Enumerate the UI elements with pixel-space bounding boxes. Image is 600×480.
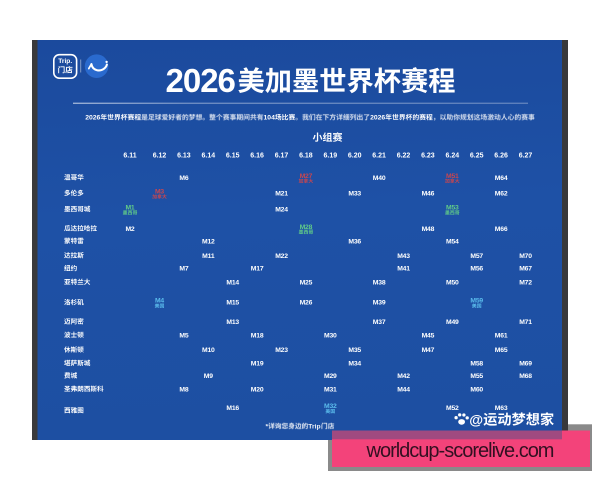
svg-text:M14: M14 — [226, 279, 239, 286]
svg-text:M31: M31 — [324, 386, 337, 393]
svg-text:worldcup-scorelive.com: worldcup-scorelive.com — [366, 440, 554, 462]
svg-text:M71: M71 — [519, 319, 532, 326]
svg-text:M2: M2 — [125, 226, 134, 233]
svg-text:M70: M70 — [519, 253, 532, 260]
svg-text:M17: M17 — [251, 266, 264, 273]
svg-text:M65: M65 — [495, 347, 508, 354]
svg-text:2026: 2026 — [166, 62, 236, 99]
svg-text:6.13: 6.13 — [177, 153, 191, 160]
svg-text:6.18: 6.18 — [299, 153, 313, 160]
svg-text:M12: M12 — [202, 238, 215, 245]
svg-text:M62: M62 — [495, 190, 508, 197]
svg-text:M64: M64 — [495, 175, 508, 182]
svg-text:M20: M20 — [251, 386, 264, 393]
svg-text:M50: M50 — [446, 279, 459, 286]
svg-text:M5: M5 — [179, 332, 188, 339]
svg-text:M29: M29 — [324, 373, 337, 380]
svg-text:6.12: 6.12 — [153, 153, 167, 160]
svg-text:M19: M19 — [251, 360, 264, 367]
svg-text:6.22: 6.22 — [397, 153, 411, 160]
svg-text:M9: M9 — [204, 373, 213, 380]
svg-text:M15: M15 — [226, 300, 239, 307]
svg-text:M51: M51 — [446, 173, 459, 180]
svg-text:6.19: 6.19 — [323, 153, 337, 160]
svg-text:M54: M54 — [446, 238, 459, 245]
svg-text:M27: M27 — [300, 173, 313, 180]
svg-text:M4: M4 — [155, 298, 164, 305]
svg-text:6.15: 6.15 — [226, 153, 240, 160]
svg-text:6.24: 6.24 — [445, 153, 459, 160]
svg-text:*: * — [266, 423, 269, 430]
svg-text:M37: M37 — [373, 319, 386, 326]
svg-text:M58: M58 — [470, 360, 483, 367]
svg-text:M55: M55 — [470, 373, 483, 380]
svg-text:M53: M53 — [446, 204, 459, 211]
svg-text:M57: M57 — [470, 253, 483, 260]
svg-text:M18: M18 — [251, 332, 264, 339]
svg-text:M32: M32 — [324, 403, 337, 410]
svg-text:M44: M44 — [397, 386, 410, 393]
svg-text:M60: M60 — [470, 386, 483, 393]
svg-text:M67: M67 — [519, 266, 532, 273]
svg-text:M49: M49 — [446, 319, 459, 326]
svg-text:6.21: 6.21 — [372, 153, 386, 160]
svg-text:6.25: 6.25 — [470, 153, 484, 160]
svg-text:M45: M45 — [422, 332, 435, 339]
svg-text:M48: M48 — [422, 226, 435, 233]
svg-text:M43: M43 — [397, 253, 410, 260]
svg-text:Trip.: Trip. — [58, 58, 72, 65]
svg-text:M6: M6 — [179, 175, 188, 182]
svg-text:104: 104 — [264, 115, 276, 122]
svg-text:M30: M30 — [324, 332, 337, 339]
svg-text:6.14: 6.14 — [201, 153, 215, 160]
svg-text:2026: 2026 — [85, 115, 100, 122]
svg-text:M35: M35 — [348, 347, 361, 354]
svg-text:6.20: 6.20 — [348, 153, 362, 160]
svg-text:M47: M47 — [422, 347, 435, 354]
svg-text:M41: M41 — [397, 266, 410, 273]
svg-text:M38: M38 — [373, 279, 386, 286]
svg-text:M39: M39 — [373, 300, 386, 307]
svg-text:6.23: 6.23 — [421, 153, 435, 160]
svg-text:M52: M52 — [446, 405, 459, 412]
svg-text:M24: M24 — [275, 206, 288, 213]
svg-text:M42: M42 — [397, 373, 410, 380]
svg-text:2026: 2026 — [370, 115, 385, 122]
svg-text:M28: M28 — [300, 224, 313, 231]
svg-text:M7: M7 — [179, 266, 188, 273]
svg-text:6.17: 6.17 — [275, 153, 289, 160]
svg-text:M68: M68 — [519, 373, 532, 380]
svg-text:@: @ — [469, 412, 483, 428]
svg-text:M61: M61 — [495, 332, 508, 339]
svg-text:M69: M69 — [519, 360, 532, 367]
svg-text:M1: M1 — [125, 204, 134, 211]
svg-text:M46: M46 — [422, 190, 435, 197]
svg-text:6.26: 6.26 — [494, 153, 508, 160]
svg-text:M22: M22 — [275, 253, 288, 260]
svg-text:M8: M8 — [179, 386, 188, 393]
svg-text:M59: M59 — [470, 298, 483, 305]
svg-text:6.11: 6.11 — [123, 153, 136, 160]
svg-text:M25: M25 — [300, 279, 313, 286]
svg-text:M63: M63 — [495, 405, 508, 412]
svg-text:M72: M72 — [519, 279, 532, 286]
svg-text:M26: M26 — [300, 300, 313, 307]
svg-text:M40: M40 — [373, 175, 386, 182]
svg-text:M3: M3 — [155, 188, 164, 195]
svg-text:M10: M10 — [202, 347, 215, 354]
svg-text:M36: M36 — [348, 238, 361, 245]
svg-text:M11: M11 — [202, 253, 215, 260]
svg-text:6.16: 6.16 — [250, 153, 264, 160]
svg-text:M34: M34 — [348, 360, 361, 367]
svg-text:6.27: 6.27 — [519, 153, 533, 160]
svg-text:M23: M23 — [275, 347, 288, 354]
svg-text:M33: M33 — [348, 190, 361, 197]
svg-text:M13: M13 — [226, 319, 239, 326]
svg-text:M56: M56 — [470, 266, 483, 273]
svg-text:M66: M66 — [495, 226, 508, 233]
svg-text:M21: M21 — [275, 190, 288, 197]
svg-text:Trip: Trip — [308, 423, 320, 430]
svg-text:M16: M16 — [226, 405, 239, 412]
